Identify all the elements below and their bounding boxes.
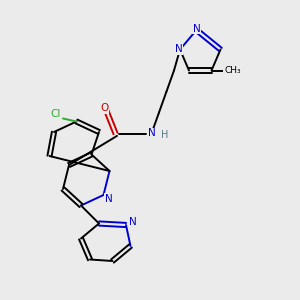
Text: CH₃: CH₃ xyxy=(224,66,241,75)
Text: N: N xyxy=(148,128,155,139)
Text: N: N xyxy=(129,217,136,227)
Text: H: H xyxy=(161,130,169,140)
Text: Cl: Cl xyxy=(50,109,61,119)
Text: N: N xyxy=(175,44,182,55)
Text: N: N xyxy=(193,23,200,34)
Text: N: N xyxy=(105,194,113,204)
Text: O: O xyxy=(100,103,108,113)
